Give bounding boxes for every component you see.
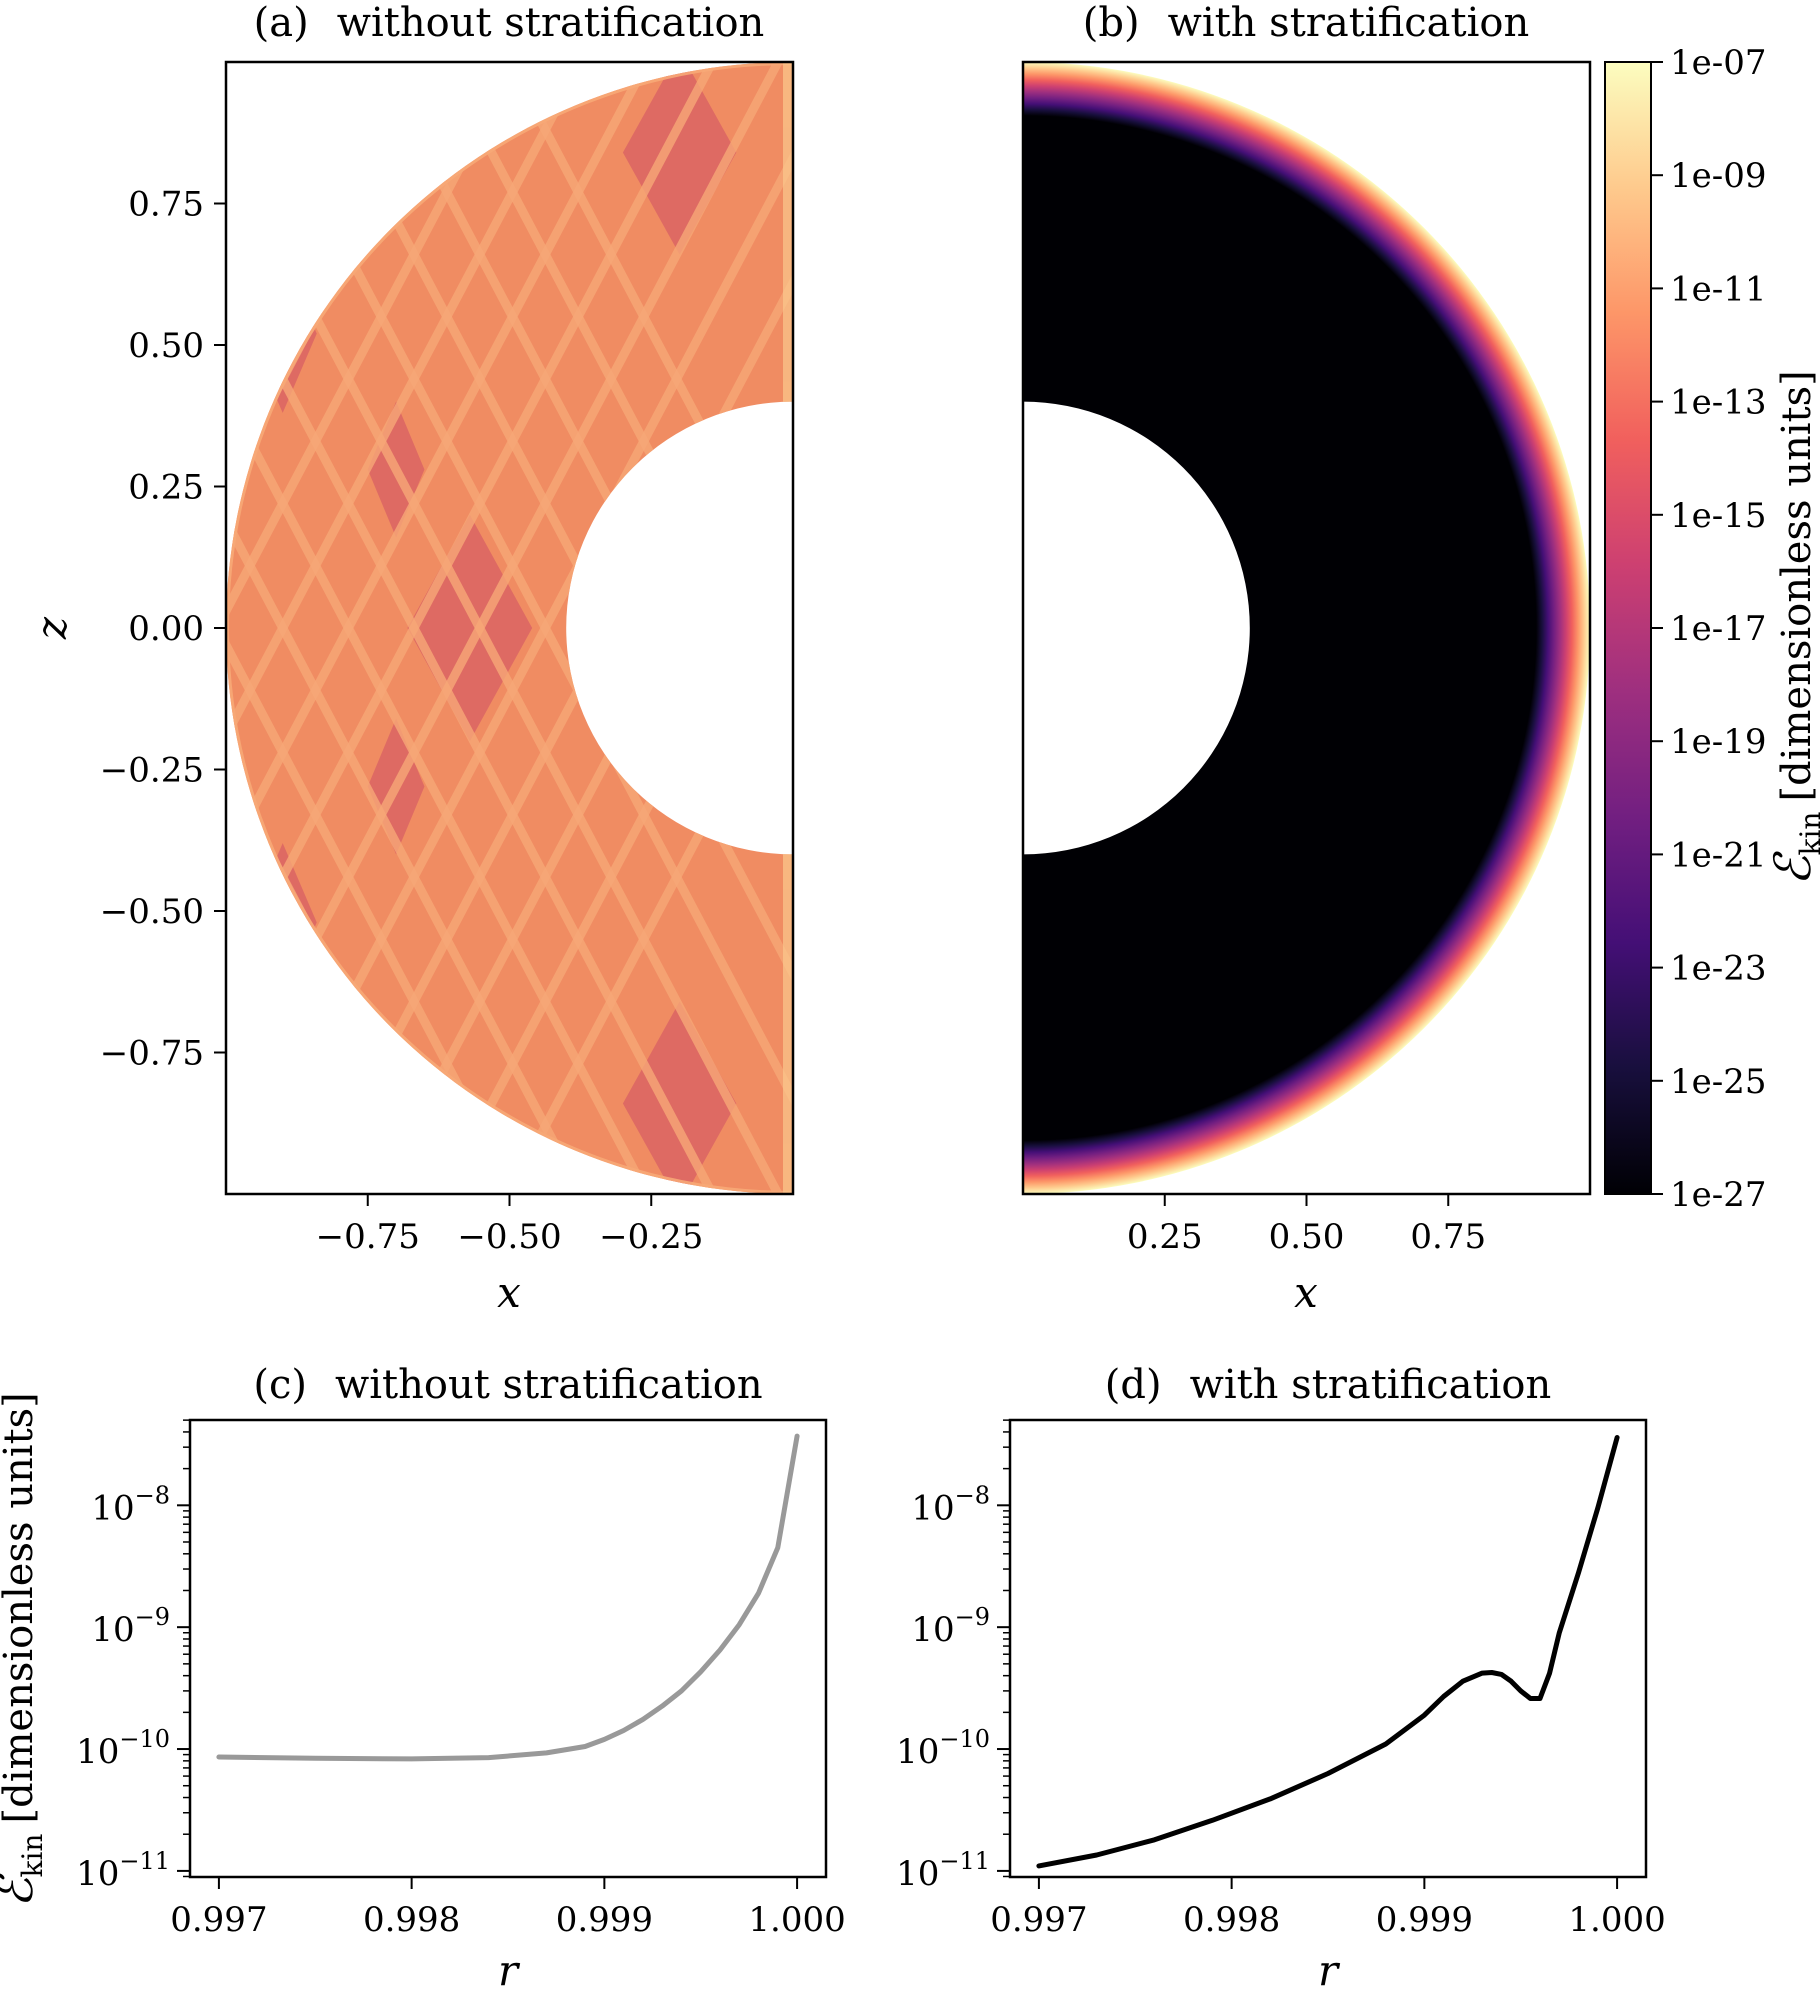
panel-c-series-line <box>216 1433 800 1762</box>
colorbar-tick-label: 1e-09 <box>1670 156 1767 196</box>
panel-a-dark-patch <box>622 1001 737 1194</box>
panel-a-ray <box>226 62 793 792</box>
colorbar-tick-label: 1e-19 <box>1670 722 1767 762</box>
panel-a-ray <box>226 464 793 1194</box>
panel-b-shell <box>1023 62 1590 1194</box>
panel-b-x-label: x <box>1294 1268 1318 1317</box>
colorbar-tick-label: 1e-17 <box>1670 609 1767 649</box>
panel-d-x-label: r <box>1318 1946 1341 1992</box>
x-tick-label: 0.998 <box>363 1900 460 1940</box>
panel-a-rim <box>226 62 793 1194</box>
colorbar-ticks: 1e-07 1e-09 1e-11 1e-13 1e-15 1e-17 1e-19 1e-21… <box>1651 43 1767 1215</box>
panel-a-y-label: z <box>27 616 76 640</box>
x-tick-label: 0.999 <box>1376 1900 1473 1940</box>
panel-a-x-tick-label: −0.75 <box>316 1217 420 1257</box>
panel-d-title: (d) with stratification <box>1105 1362 1552 1408</box>
panel-c-y-label: ℰkin[dimensionless units] <box>0 1392 49 1908</box>
colorbar-tick-label: 1e-11 <box>1670 269 1767 309</box>
panel-a: (a) without stratification −0.75 −0.50 −0.2… <box>27 0 795 1317</box>
panel-a-y-tick-label: 0.25 <box>128 468 204 508</box>
colorbar: 1e-07 1e-09 1e-11 1e-13 1e-15 1e-17 1e-19 1e-21… <box>1604 43 1820 1215</box>
panel-a-x-tick-label: −0.50 <box>457 1217 561 1257</box>
panel-b-x-ticks: 0.25 0.50 0.75 <box>1127 1194 1486 1257</box>
y-tick-label: 10−11 <box>896 1847 990 1894</box>
panel-d-ticks: 0.997 0.998 0.999 1.000 10−8 10−9 10−10 10−11 <box>896 1419 1666 1940</box>
panel-a-y-tick-label: 0.50 <box>128 326 204 366</box>
x-tick-label: 1.000 <box>1568 1900 1665 1940</box>
colorbar-label: ℰkin[dimensionless units] <box>1764 370 1820 886</box>
panel-a-ray <box>226 215 793 1194</box>
x-tick-label: 0.997 <box>170 1900 267 1940</box>
colorbar-tick-label: 1e-27 <box>1670 1175 1767 1215</box>
panel-a-ray <box>226 340 793 1194</box>
colorbar-tick-label: 1e-15 <box>1670 496 1767 536</box>
y-tick-label: 10−8 <box>911 1481 990 1528</box>
y-tick-label: 10−10 <box>76 1725 170 1772</box>
panel-c-frame <box>188 1418 828 1879</box>
panel-a-ray <box>226 62 793 916</box>
panel-a-y-tick-label: 0.00 <box>128 609 204 649</box>
panel-b-x-tick-label: 0.75 <box>1410 1217 1486 1257</box>
panel-a-y-tick-label: 0.75 <box>128 185 204 225</box>
x-tick-label: 0.997 <box>990 1900 1087 1940</box>
panel-a-x-label: x <box>497 1268 521 1317</box>
colorbar-tick-label: 1e-07 <box>1670 43 1767 83</box>
panel-d: (d) with stratification 0.997 0.998 0.999 1.… <box>896 1362 1666 1992</box>
y-tick-label: 10−11 <box>76 1847 170 1894</box>
panel-a-y-tick-label: −0.50 <box>100 892 204 932</box>
panel-c-title: (c) without stratification <box>253 1362 762 1408</box>
colorbar-tick-label: 1e-23 <box>1670 949 1767 989</box>
x-tick-label: 0.999 <box>556 1900 653 1940</box>
colorbar-tick-label: 1e-13 <box>1670 383 1767 423</box>
colorbar-gradient <box>1604 61 1652 1195</box>
y-tick-label: 10−9 <box>911 1603 990 1650</box>
panel-c-x-label: r <box>498 1946 521 1992</box>
colorbar-tick-label: 1e-25 <box>1670 1062 1767 1102</box>
panel-b-x-tick-label: 0.50 <box>1269 1217 1345 1257</box>
panel-a-field <box>226 62 793 1194</box>
y-tick-label: 10−8 <box>91 1481 170 1528</box>
panel-a-x-ticks: −0.75 −0.50 −0.25 <box>316 1194 703 1257</box>
x-tick-label: 0.998 <box>1183 1900 1280 1940</box>
y-tick-label: 10−10 <box>896 1725 990 1772</box>
panel-d-frame <box>1008 1418 1648 1879</box>
y-tick-label: 10−9 <box>91 1603 170 1650</box>
panel-a-dark-patch <box>622 62 737 255</box>
x-tick-label: 1.000 <box>748 1900 845 1940</box>
panel-a-y-ticks: 0.75 0.50 0.25 0.00 −0.25 −0.50 −0.75 <box>100 185 226 1074</box>
panel-c: (c) without stratification 0.997 0.998 0.99… <box>0 1362 846 1992</box>
panel-c-ticks: 0.997 0.998 0.999 1.000 10−8 10−9 10−10 10−11 <box>76 1419 846 1940</box>
panel-a-x-tick-label: −0.25 <box>599 1217 703 1257</box>
panel-a-dark-patch <box>407 514 533 742</box>
panel-b-x-tick-label: 0.25 <box>1127 1217 1203 1257</box>
panel-a-ray <box>226 62 793 1041</box>
colorbar-tick-label: 1e-21 <box>1670 835 1767 875</box>
panel-b-title: (b) with stratification <box>1083 0 1530 46</box>
panel-a-title: (a) without stratification <box>254 0 765 46</box>
panel-d-series-line <box>1036 1435 1620 1869</box>
panel-b: (b) with stratification 0.25 0.50 0.75 x <box>1021 0 1592 1317</box>
panel-a-y-tick-label: −0.75 <box>100 1034 204 1074</box>
panel-a-y-tick-label: −0.25 <box>100 751 204 791</box>
